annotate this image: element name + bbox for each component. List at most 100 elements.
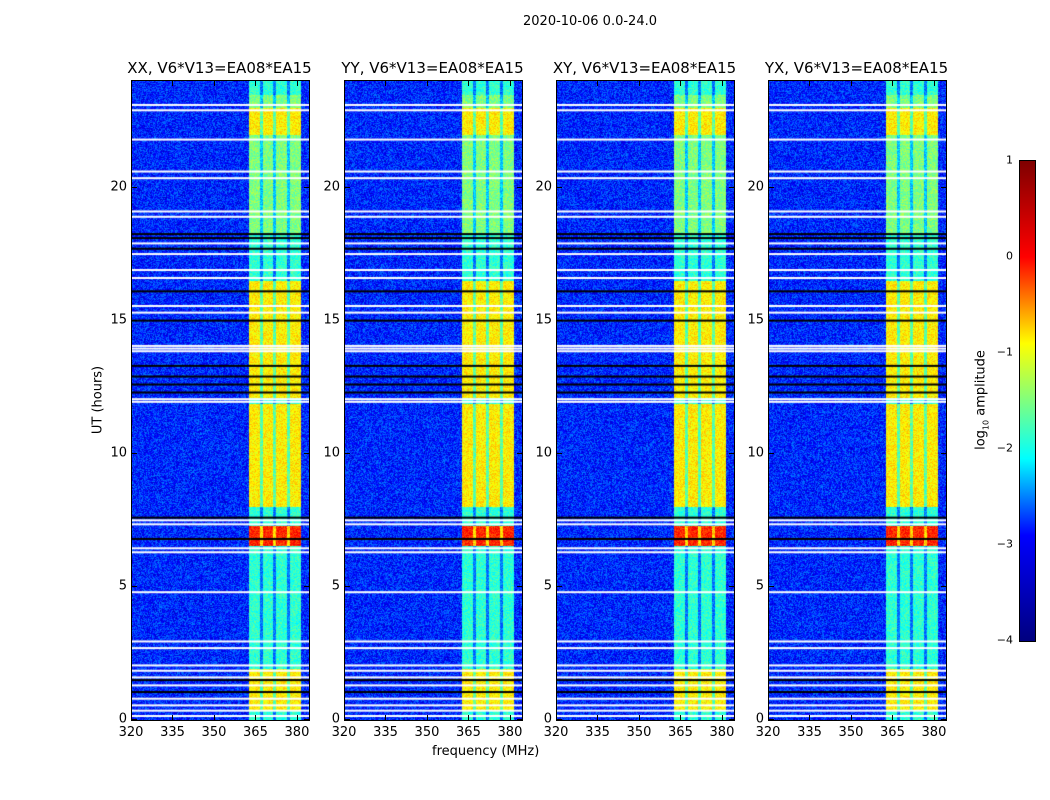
x-tick-mark: [638, 715, 640, 720]
figure-title: 2020-10-06 0.0-24.0: [523, 14, 657, 29]
colorbar-tick-label: −1: [996, 345, 1013, 359]
x-tick-mark: [468, 715, 470, 720]
x-tick-mark: [468, 81, 470, 86]
x-tick-mark: [850, 81, 852, 86]
x-tick-label: 365: [880, 725, 905, 740]
x-tick-mark: [638, 81, 640, 86]
spectrogram-heatmap: [769, 81, 946, 720]
y-tick-label: 20: [110, 179, 127, 194]
y-tick-mark: [941, 186, 946, 188]
x-tick-mark: [131, 81, 132, 86]
x-axis-label: frequency (MHz): [432, 744, 540, 759]
x-tick-label: 335: [797, 725, 822, 740]
x-tick-mark: [213, 715, 215, 720]
y-tick-mark: [517, 452, 522, 454]
panel-title: YY, V6*V13=EA08*EA15: [341, 59, 524, 77]
x-tick-label: 320: [543, 725, 569, 740]
colorbar-label-sub: 10: [981, 419, 991, 431]
x-tick-label: 350: [201, 725, 227, 740]
x-tick-label: 380: [497, 725, 523, 740]
x-tick-label: 380: [921, 725, 947, 740]
y-tick-mark: [304, 585, 309, 587]
y-tick-mark: [345, 719, 350, 720]
x-tick-mark: [556, 715, 557, 720]
x-tick-mark: [721, 715, 723, 720]
spectrogram-heatmap: [557, 81, 734, 720]
y-tick-mark: [517, 719, 522, 720]
y-tick-mark: [557, 452, 562, 454]
y-tick-label: 20: [535, 179, 552, 194]
colorbar-tick-label: −4: [996, 633, 1013, 647]
x-tick-mark: [385, 715, 387, 720]
colorbar: [1019, 160, 1036, 642]
x-tick-mark: [344, 715, 345, 720]
x-tick-label: 350: [838, 725, 864, 740]
colorbar-tick-label: 1: [1006, 153, 1013, 167]
x-tick-mark: [721, 81, 723, 86]
x-tick-mark: [213, 81, 215, 86]
y-tick-label: 0: [118, 711, 127, 727]
y-tick-mark: [304, 186, 309, 188]
colorbar-tick-label: −3: [996, 537, 1013, 551]
spectrogram-panel: [556, 80, 735, 721]
y-tick-mark: [557, 186, 562, 188]
y-tick-label: 15: [323, 312, 340, 328]
x-tick-label: 350: [414, 725, 440, 740]
colorbar-tick-label: −2: [996, 441, 1013, 455]
y-tick-mark: [557, 319, 562, 321]
spectrogram-panel: [344, 80, 523, 721]
y-tick-label: 20: [747, 179, 764, 194]
y-tick-label: 10: [535, 445, 552, 461]
x-tick-mark: [255, 715, 257, 720]
y-tick-mark: [557, 585, 562, 587]
x-tick-mark: [933, 81, 935, 86]
y-tick-mark: [557, 719, 562, 720]
x-tick-mark: [597, 715, 599, 720]
y-tick-label: 15: [535, 312, 552, 328]
y-tick-mark: [345, 585, 350, 587]
y-tick-label: 10: [323, 445, 340, 461]
colorbar-tick-label: 0: [1006, 249, 1013, 263]
x-tick-mark: [344, 81, 345, 86]
x-tick-mark: [426, 81, 428, 86]
y-tick-label: 0: [331, 711, 340, 727]
y-axis-label: UT (hours): [90, 365, 106, 435]
y-tick-mark: [769, 319, 774, 321]
x-tick-mark: [892, 715, 894, 720]
x-tick-label: 350: [626, 725, 652, 740]
y-tick-mark: [941, 319, 946, 321]
x-tick-mark: [809, 715, 811, 720]
x-tick-mark: [509, 81, 511, 86]
colorbar-label-log: log: [973, 430, 989, 450]
y-tick-label: 10: [747, 445, 764, 461]
x-tick-mark: [680, 715, 682, 720]
x-tick-label: 365: [456, 725, 481, 740]
x-tick-mark: [255, 81, 257, 86]
y-tick-label: 0: [543, 711, 552, 727]
colorbar-label: log10 amplitude: [974, 350, 991, 450]
x-tick-label: 320: [118, 725, 144, 740]
y-tick-label: 20: [323, 179, 340, 194]
x-tick-label: 335: [160, 725, 185, 740]
x-tick-mark: [172, 81, 174, 86]
x-tick-mark: [426, 715, 428, 720]
spectrogram-heatmap: [132, 81, 309, 720]
x-tick-mark: [892, 81, 894, 86]
x-tick-label: 365: [243, 725, 268, 740]
y-tick-mark: [345, 319, 350, 321]
y-tick-mark: [517, 186, 522, 188]
y-tick-mark: [517, 585, 522, 587]
y-tick-mark: [517, 319, 522, 321]
panel-title: XX, V6*V13=EA08*EA15: [127, 59, 312, 77]
y-tick-label: 0: [755, 711, 764, 727]
y-tick-mark: [729, 452, 734, 454]
y-tick-mark: [769, 719, 774, 720]
x-tick-mark: [385, 81, 387, 86]
y-tick-label: 10: [110, 445, 127, 461]
y-tick-mark: [345, 186, 350, 188]
y-tick-label: 5: [543, 578, 552, 594]
y-tick-mark: [132, 452, 137, 454]
y-tick-mark: [132, 585, 137, 587]
x-tick-mark: [296, 715, 298, 720]
